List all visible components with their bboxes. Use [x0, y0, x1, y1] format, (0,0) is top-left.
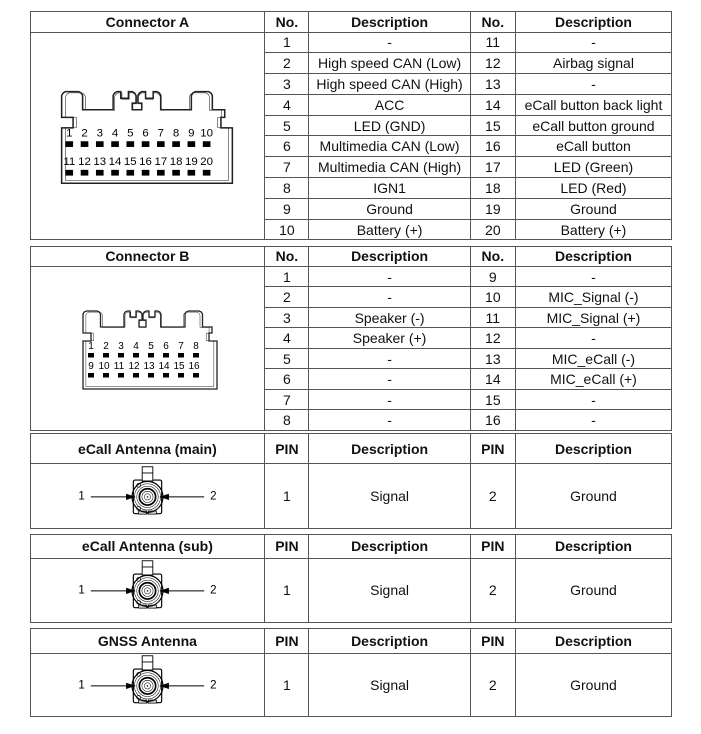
svg-text:1: 1: [66, 127, 72, 139]
svg-text:1: 1: [78, 585, 84, 597]
svg-text:7: 7: [158, 127, 164, 139]
svg-text:13: 13: [94, 156, 107, 168]
svg-text:1: 1: [78, 490, 84, 502]
svg-text:16: 16: [140, 156, 153, 168]
svg-text:15: 15: [124, 156, 137, 168]
svg-text:3: 3: [118, 341, 124, 352]
svg-text:6: 6: [163, 341, 169, 352]
svg-text:7: 7: [178, 341, 184, 352]
svg-text:12: 12: [79, 156, 92, 168]
svg-text:1: 1: [78, 680, 84, 692]
svg-text:13: 13: [143, 361, 155, 372]
svg-text:2: 2: [82, 127, 88, 139]
svg-text:5: 5: [128, 127, 134, 139]
svg-text:2: 2: [210, 490, 216, 502]
svg-text:10: 10: [98, 361, 110, 372]
svg-text:12: 12: [128, 361, 140, 372]
svg-text:4: 4: [133, 341, 139, 352]
svg-text:8: 8: [193, 341, 199, 352]
svg-text:3: 3: [97, 127, 103, 139]
svg-text:14: 14: [158, 361, 170, 372]
svg-text:15: 15: [173, 361, 185, 372]
svg-text:4: 4: [112, 127, 119, 139]
svg-text:10: 10: [201, 127, 214, 139]
svg-text:16: 16: [188, 361, 200, 372]
svg-text:2: 2: [210, 680, 216, 692]
svg-text:2: 2: [103, 341, 109, 352]
svg-text:9: 9: [189, 127, 195, 139]
svg-text:14: 14: [109, 156, 122, 168]
svg-text:19: 19: [185, 156, 198, 168]
svg-text:20: 20: [201, 156, 214, 168]
svg-text:11: 11: [64, 156, 76, 168]
svg-text:17: 17: [155, 156, 168, 168]
svg-text:18: 18: [170, 156, 183, 168]
svg-text:1: 1: [88, 341, 94, 352]
svg-text:5: 5: [148, 341, 154, 352]
svg-text:9: 9: [88, 361, 94, 372]
svg-text:8: 8: [173, 127, 179, 139]
svg-text:6: 6: [143, 127, 149, 139]
svg-text:11: 11: [114, 361, 125, 372]
svg-text:2: 2: [210, 585, 216, 597]
